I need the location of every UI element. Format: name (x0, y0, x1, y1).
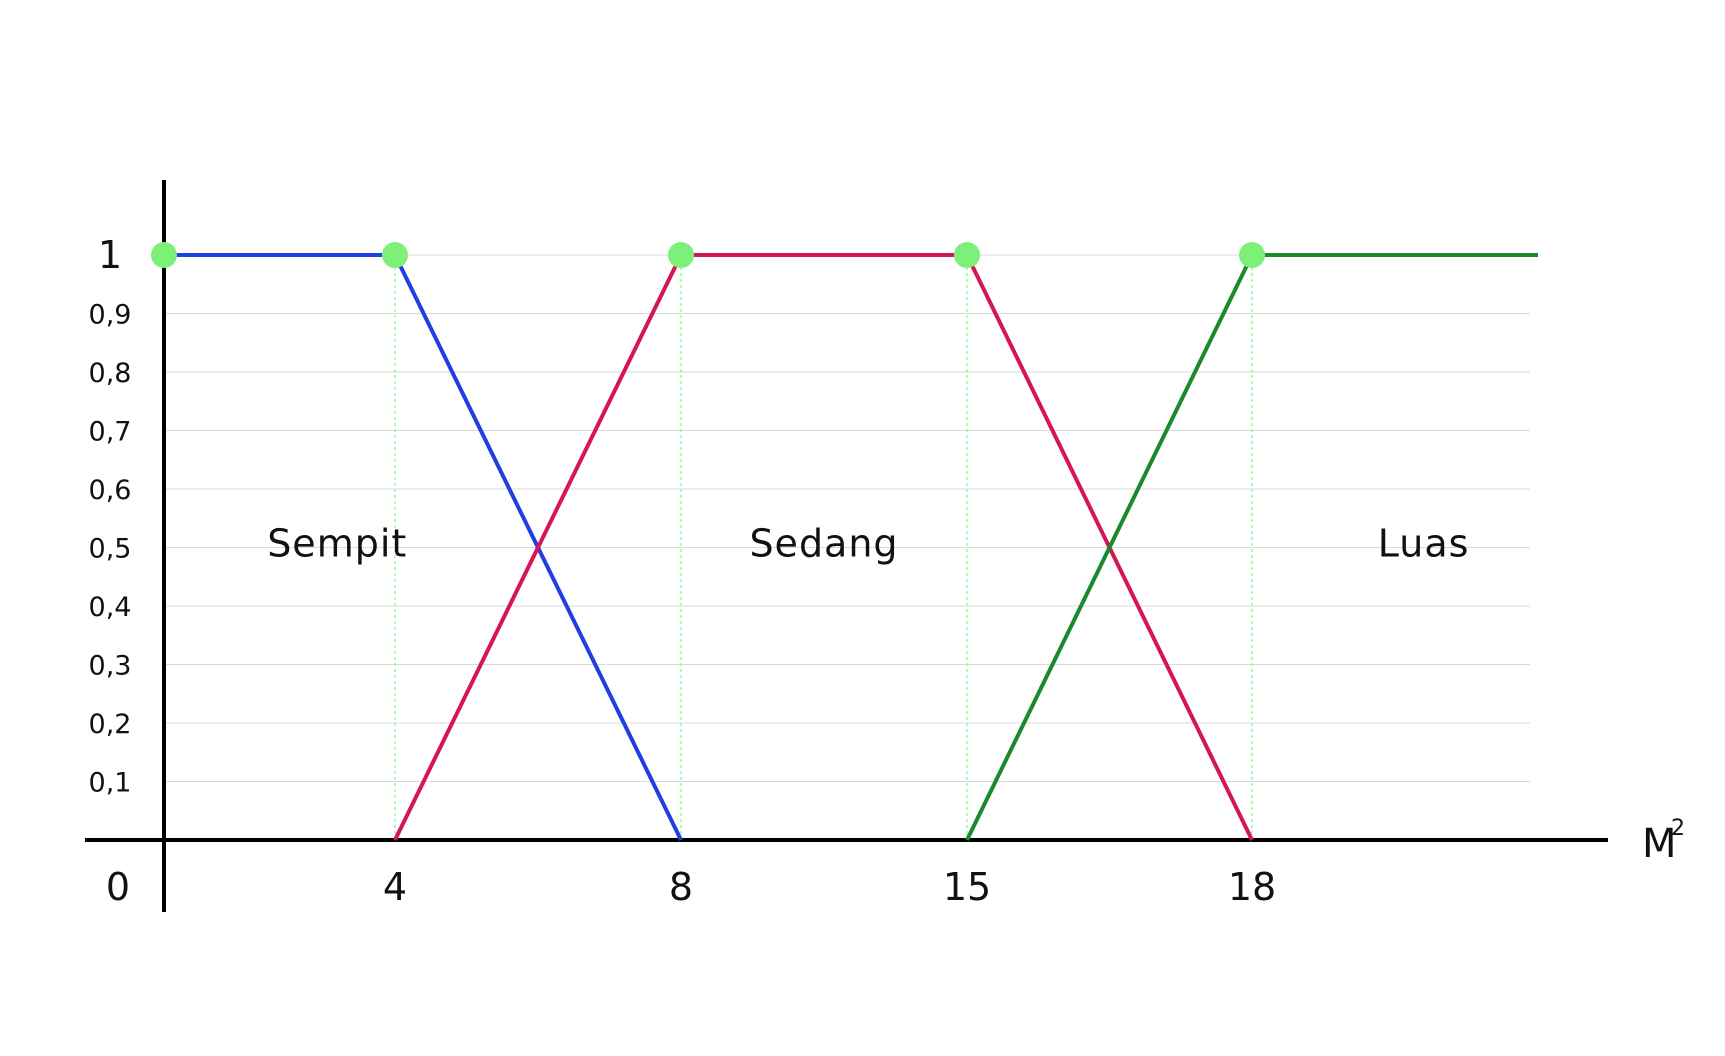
y-tick-label: 1 (98, 233, 122, 277)
y-tick-label: 0,6 (89, 475, 132, 506)
y-tick-label: 0,8 (89, 358, 132, 389)
x-tick-label: 8 (669, 865, 693, 909)
series-label-sedang: Sedang (749, 521, 898, 565)
x-tick-label: 4 (383, 865, 407, 909)
grid-layer (166, 254, 1530, 782)
series-label-luas: Luas (1378, 521, 1470, 565)
y-tick-label: 0,5 (89, 534, 132, 565)
axes (85, 180, 1608, 912)
labels: 0 M 2 0,1 0,2 0,3 0,4 0,5 0,6 0,7 0,8 0,9 1 4 8 15 18… (89, 233, 1685, 909)
point-marker (382, 242, 408, 268)
y-tick-label: 0,3 (89, 651, 132, 682)
series-label-sempit: Sempit (267, 521, 407, 565)
y-tick-label: 0,9 (89, 300, 132, 331)
y-tick-label: 0,4 (89, 592, 132, 623)
point-marker (1239, 242, 1265, 268)
y-tick-label: 0,1 (89, 768, 132, 799)
x-tick-label: 15 (943, 865, 991, 909)
x-axis-unit-label: M (1642, 821, 1677, 867)
point-marker (668, 242, 694, 268)
y-tick-label: 0,7 (89, 417, 132, 448)
x-tick-label: 18 (1228, 865, 1276, 909)
point-marker (151, 242, 177, 268)
origin-label: 0 (106, 865, 130, 909)
point-marker (954, 242, 980, 268)
point-markers (151, 242, 1265, 268)
y-tick-label: 0,2 (89, 709, 132, 740)
x-axis-unit-superscript: 2 (1671, 816, 1685, 841)
vertical-guides (394, 255, 1253, 840)
